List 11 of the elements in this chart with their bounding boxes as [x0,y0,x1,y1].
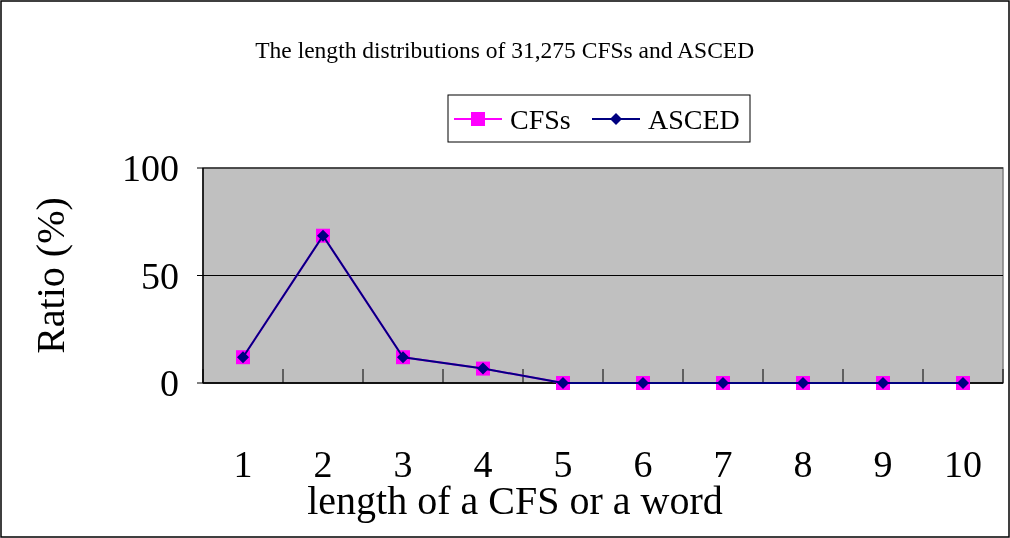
legend-label: CFSs [510,103,571,135]
x-tick-label: 10 [944,443,982,485]
legend-label: ASCED [648,103,740,135]
y-tick-label: 50 [141,254,179,297]
chart-title: The length distributions of 31,275 CFSs and ASCED [255,36,755,64]
x-tick-label: 1 [233,443,253,485]
y-tick-label: 100 [122,147,179,190]
x-tick-label: 9 [873,443,893,485]
y-axis-title: Ratio (%) [28,197,73,354]
y-tick-label: 0 [160,362,179,405]
x-tick-label: 8 [793,443,813,485]
